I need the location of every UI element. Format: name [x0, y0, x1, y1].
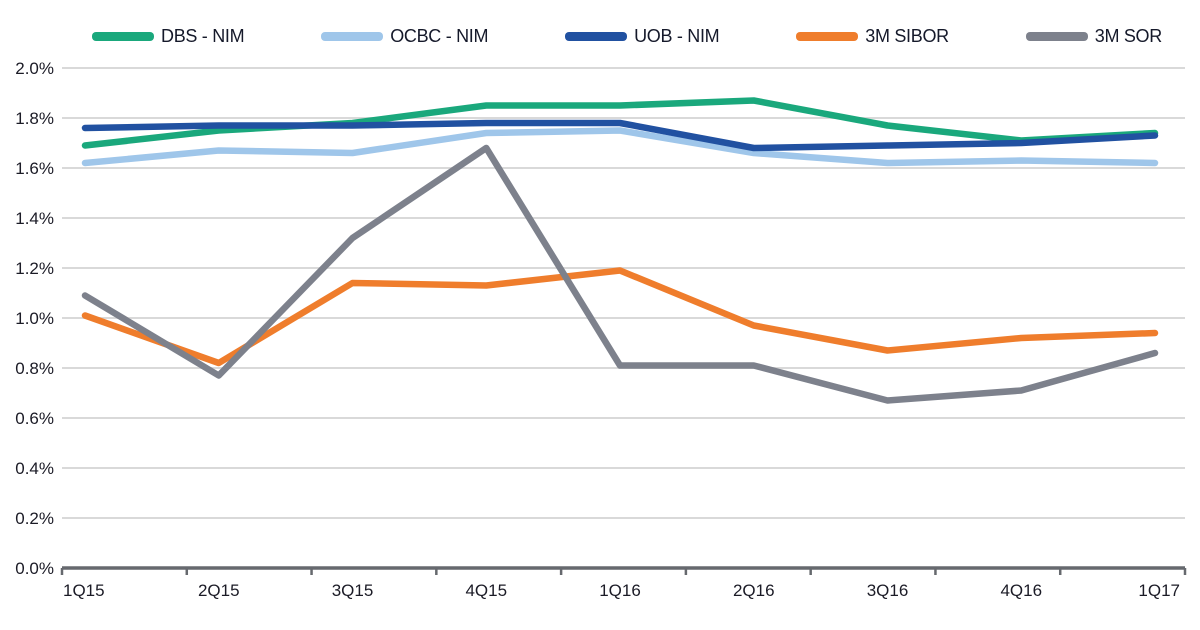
legend-label: DBS - NIM [161, 25, 245, 46]
x-axis-tick-label: 1Q15 [63, 581, 105, 600]
legend-item-dbs-nim: DBS - NIM [92, 25, 245, 47]
legend-swatch-icon [565, 31, 628, 41]
y-axis-tick-label: 0.8% [15, 359, 54, 378]
series-line-3m-sor [81, 144, 1159, 404]
y-axis-tick-label: 0.2% [15, 509, 54, 528]
x-axis-tick-label: 2Q15 [198, 581, 240, 600]
y-axis-tick-label: 1.2% [15, 259, 54, 278]
legend-swatch-icon [1025, 31, 1088, 41]
y-axis-tick-label: 0.0% [15, 559, 54, 578]
x-axis-tick-label: 1Q16 [599, 581, 641, 600]
y-axis-tick-label: 1.6% [15, 159, 54, 178]
series-line-uob-nim [81, 119, 1159, 152]
legend-item-ocbc-nim: OCBC - NIM [321, 26, 488, 47]
y-axis-tick-label: 1.8% [15, 109, 54, 128]
x-axis-tick-label: 1Q17 [1138, 581, 1180, 600]
x-axis-tick-label: 3Q15 [332, 581, 374, 600]
y-axis-tick-label: 2.0% [15, 59, 54, 78]
y-axis-tick-label: 0.4% [15, 459, 54, 478]
legend-label: OCBC - NIM [390, 25, 489, 46]
chart-legend: DBS - NIM OCBC - NIM UOB - NIM 3M SIBOR 3M S… [92, 25, 1162, 47]
x-axis-tick-label: 4Q16 [1000, 581, 1042, 600]
series-line-ocbc-nim [81, 127, 1159, 167]
legend-label: UOB - NIM [634, 25, 720, 46]
legend-label: 3M SIBOR [865, 25, 949, 46]
series-line-3m-sibor [81, 267, 1159, 367]
legend-label: 3M SOR [1094, 25, 1163, 46]
legend-item-3m-sor: 3M SOR [1025, 25, 1163, 47]
legend-swatch-icon [92, 31, 154, 41]
x-axis-tick-label: 2Q16 [733, 581, 775, 600]
y-axis-tick-label: 1.4% [15, 209, 54, 228]
y-axis-tick-label: 0.6% [15, 409, 54, 428]
legend-swatch-icon [321, 31, 384, 41]
x-axis-tick-label: 4Q15 [465, 581, 507, 600]
legend-swatch-icon [796, 31, 859, 41]
x-axis-tick-label: 3Q16 [867, 581, 909, 600]
legend-item-3m-sibor: 3M SIBOR [796, 26, 949, 47]
y-axis-tick-label: 1.0% [15, 309, 54, 328]
legend-item-uob-nim: UOB - NIM [565, 25, 720, 47]
